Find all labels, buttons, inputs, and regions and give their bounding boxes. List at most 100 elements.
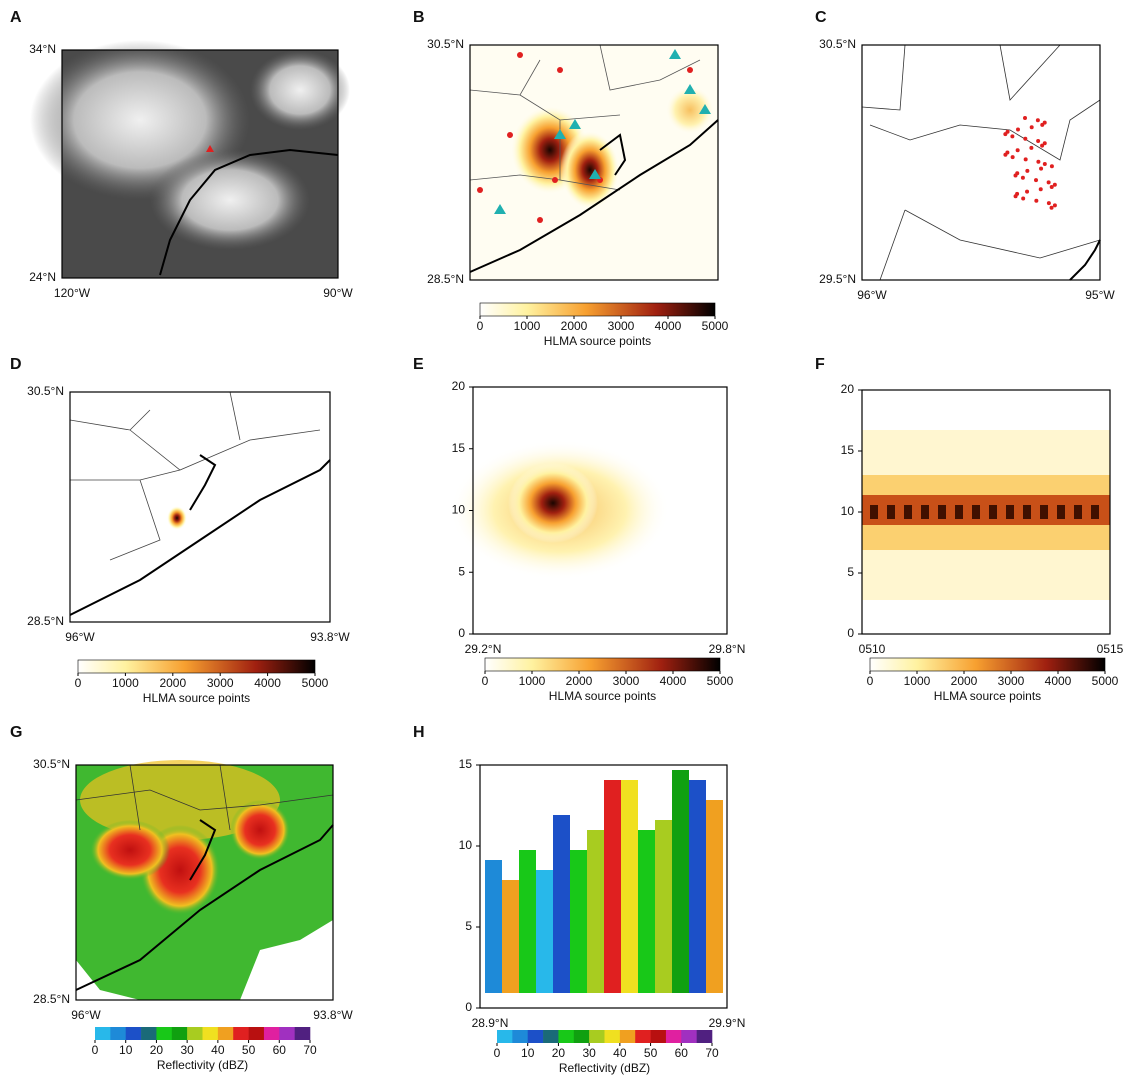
colorbar-segment: [589, 1030, 605, 1043]
x-axis-label: 29.2°N: [465, 642, 502, 656]
sensor: [494, 204, 506, 214]
y-axis-label: 30.5°N: [27, 384, 64, 398]
colorbar-segment: [527, 1030, 544, 1043]
station: [517, 52, 523, 58]
flash-source: [1042, 162, 1047, 166]
x-axis-label: 90°W: [323, 286, 353, 300]
x-axis-label: 96°W: [65, 630, 95, 644]
colorbar-segment: [171, 1027, 188, 1040]
colorbar-tick-label: 20: [552, 1046, 566, 1060]
cloud: [250, 50, 350, 130]
x-axis-label: 0510: [859, 642, 886, 656]
panel: B30.5°N 28.5°N 0 1000 2000 3000 4000 5000 HLMA s…: [413, 9, 729, 348]
y-tick-label: 5: [465, 919, 472, 933]
y-tick-label: 15: [452, 441, 466, 455]
echo-column: [655, 820, 672, 993]
density: [665, 85, 715, 135]
colorbar-label: HLMA source points: [544, 334, 651, 348]
x-axis-label: 93.8°W: [313, 1008, 353, 1022]
plot-frame: [861, 44, 1101, 281]
flash-source: [1021, 196, 1026, 201]
flash-source: [1010, 155, 1015, 160]
y-axis-label: 30.5°N: [427, 37, 464, 51]
flash-source: [1034, 178, 1039, 183]
colorbar-tick-label: 60: [675, 1046, 689, 1060]
density-core: [1091, 505, 1099, 519]
density-core: [1057, 505, 1065, 519]
colorbar-tick-label: 0: [75, 676, 82, 690]
coastline: [69, 454, 331, 616]
colorbar-segment: [604, 1030, 621, 1043]
echo-column: [536, 870, 553, 993]
colorbar-label: Reflectivity (dBZ): [157, 1058, 248, 1072]
panel-label: F: [815, 356, 825, 373]
echo-column: [553, 815, 570, 993]
x-axis-label: 96°W: [857, 288, 887, 302]
flash-source: [1046, 180, 1051, 185]
colorbar-tick-label: 4000: [655, 319, 682, 333]
sensor: [589, 169, 601, 179]
colorbar-tick-label: 40: [211, 1043, 225, 1057]
colorbar-segment: [217, 1027, 234, 1040]
density-core: [972, 505, 980, 519]
colorbar-tick-label: 1000: [904, 674, 931, 688]
colorbar-tick-label: 70: [303, 1043, 317, 1057]
no-echo: [76, 920, 333, 1000]
y-axis-label: 28.5°N: [427, 272, 464, 286]
colorbar-tick-label: 0: [477, 319, 484, 333]
flash-source: [1036, 139, 1041, 143]
colorbar-tick-label: 0: [494, 1046, 501, 1060]
colorbar-tick-label: 1000: [519, 674, 546, 688]
flash-source: [1003, 132, 1008, 137]
colorbar-segment: [635, 1030, 651, 1043]
colorbar-segment: [696, 1030, 713, 1043]
y-tick-label: 0: [465, 1000, 472, 1014]
flash-source: [1013, 173, 1018, 178]
density-core: [989, 505, 997, 519]
flash-source: [1023, 157, 1028, 162]
colorbar-tick-label: 5000: [302, 676, 329, 690]
colorbar-tick-label: 1000: [112, 676, 139, 690]
panel: D 30.5°N 28.5°N96°W 93.8°W 0 1000 2000 3000 4000…: [10, 356, 350, 705]
flash-source: [1023, 136, 1028, 141]
density-core: [955, 505, 963, 519]
y-tick-label: 0: [458, 626, 465, 640]
panel: G 30.5°N 28.5°N96°W 93.8°W 0 10 20 30 40 50 60 70 Re…: [10, 724, 353, 1072]
colorbar-tick-label: 30: [180, 1043, 194, 1057]
x-axis-label: 93.8°W: [310, 630, 350, 644]
colorbar-tick-label: 1000: [514, 319, 541, 333]
coastline: [1069, 239, 1101, 281]
flash-source: [1013, 194, 1018, 199]
flash-source: [1034, 198, 1039, 203]
colorbar: [77, 659, 316, 674]
panel: A 34°N 24°N 120°W 90°W: [10, 9, 353, 300]
flash-source: [1042, 141, 1047, 146]
flash-source: [1052, 203, 1057, 208]
y-axis-label: 30.5°N: [819, 37, 856, 51]
y-tick-label: 15: [459, 757, 473, 771]
flash-source: [1040, 143, 1045, 148]
density-core: [1040, 505, 1048, 519]
density-core: [1023, 505, 1031, 519]
colorbar-tick-label: 3000: [998, 674, 1025, 688]
colorbar-tick-label: 0: [867, 674, 874, 688]
flash-source: [1023, 116, 1027, 120]
marker: [206, 145, 214, 152]
panel: E 29.2°N 29.8°N 0 5 10 15 20 0 1000 2000 3000 4000 50…: [413, 356, 745, 703]
colorbar-tick-label: 4000: [1045, 674, 1072, 688]
panel: H 28.9°N 29.9°N 0 5 10 15 0 10 20 30 40 50 60 70 Reflec…: [413, 724, 745, 1075]
flash-source: [1049, 164, 1054, 169]
colorbar-tick-label: 2000: [566, 674, 593, 688]
y-tick-label: 20: [841, 382, 855, 396]
station: [552, 177, 558, 183]
colorbar-segment: [248, 1027, 265, 1040]
colorbar-tick-label: 30: [582, 1046, 596, 1060]
colorbar-tick-label: 4000: [254, 676, 281, 690]
colorbar-tick-label: 4000: [660, 674, 687, 688]
flash-source: [1040, 122, 1045, 127]
flash-source: [1025, 168, 1030, 173]
colorbar: [869, 657, 1106, 672]
echo-column: [689, 780, 706, 993]
colorbar-tick-label: 5000: [702, 319, 729, 333]
